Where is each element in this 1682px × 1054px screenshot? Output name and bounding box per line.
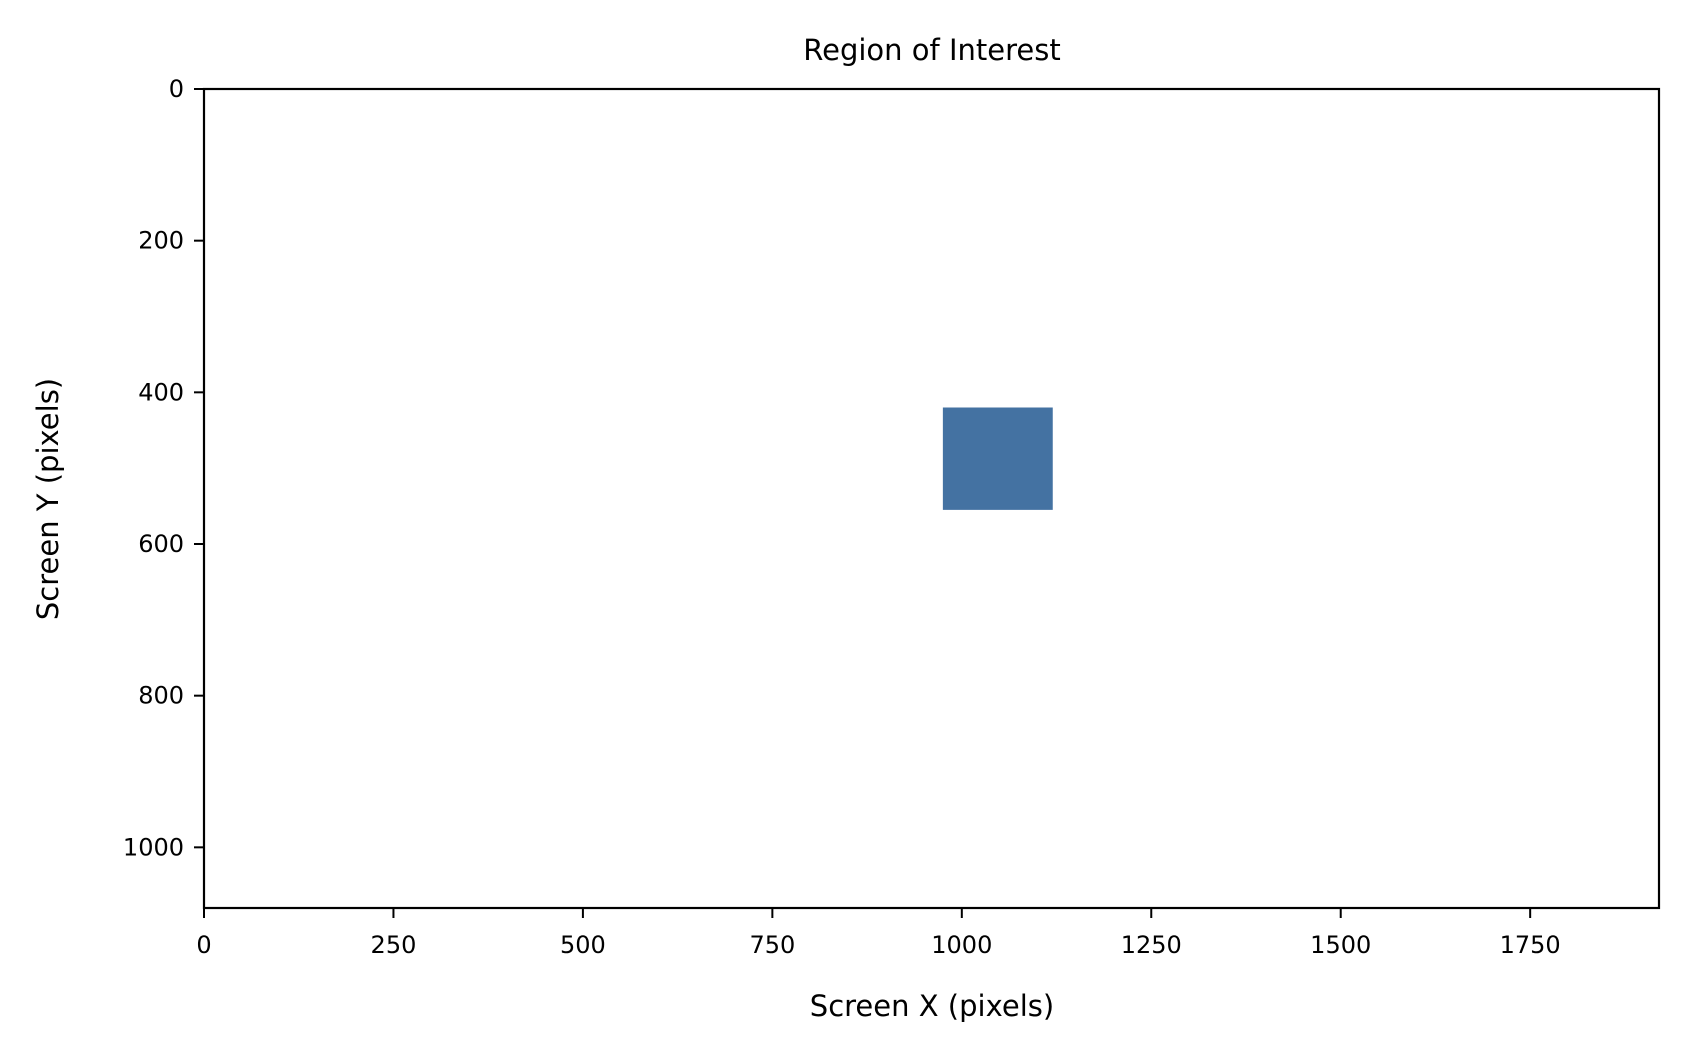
- x-tick-label: 0: [196, 931, 211, 959]
- y-tick-label: 800: [138, 682, 184, 710]
- y-axis: 0 200 400 600 800 1000: [123, 75, 204, 861]
- chart-title: Region of Interest: [803, 33, 1060, 67]
- y-tick-label: 600: [138, 530, 184, 558]
- y-tick-label: 200: [138, 227, 184, 255]
- y-tick-label: 0: [169, 75, 184, 103]
- x-tick-label: 1750: [1500, 931, 1561, 959]
- x-tick-label: 250: [371, 931, 417, 959]
- y-tick-label: 1000: [123, 833, 184, 861]
- x-tick-label: 750: [749, 931, 795, 959]
- x-tick-label: 500: [560, 931, 606, 959]
- y-tick-label: 400: [138, 378, 184, 406]
- plot-area: [942, 407, 1053, 510]
- x-tick-label: 1250: [1121, 931, 1182, 959]
- x-axis: 0 250 500 750 1000 1250 1500 1750: [196, 908, 1561, 959]
- plot-frame: [202, 87, 1661, 910]
- roi-region: [942, 407, 1053, 510]
- y-axis-label: Screen Y (pixels): [31, 378, 65, 620]
- x-tick-label: 1500: [1310, 931, 1371, 959]
- x-axis-label: Screen X (pixels): [810, 989, 1054, 1023]
- x-tick-label: 1000: [931, 931, 992, 959]
